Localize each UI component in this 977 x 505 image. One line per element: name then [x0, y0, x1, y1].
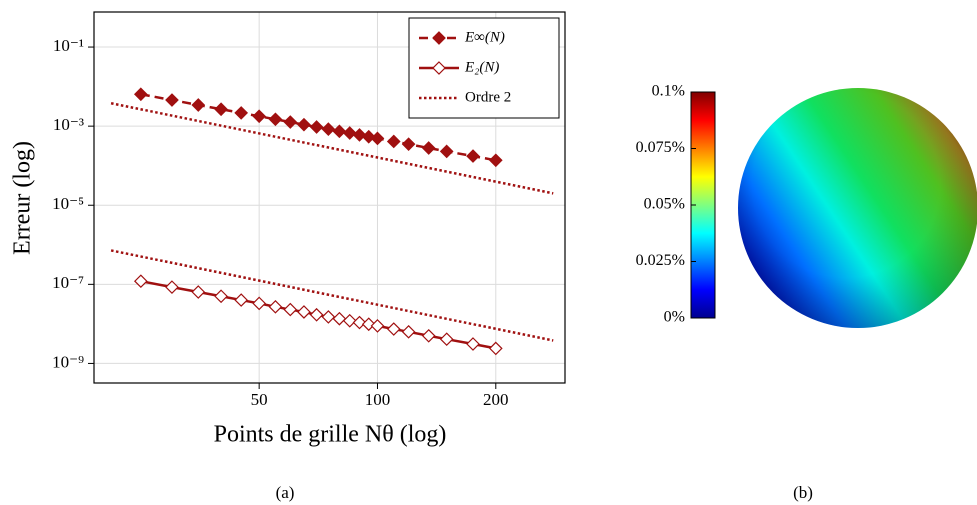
marker [332, 311, 347, 326]
marker [297, 305, 311, 319]
marker [309, 307, 324, 322]
marker [352, 128, 367, 142]
legend-label: E∞(N) [464, 29, 505, 45]
x-tick-label: 100 [365, 390, 391, 409]
marker [321, 310, 336, 324]
marker [370, 131, 385, 146]
series-line [110, 101, 554, 342]
y-tick-label: 10⁻¹ [53, 36, 84, 55]
colorbar-tick-label: 0.1% [652, 83, 685, 100]
marker [386, 134, 401, 149]
marker [466, 337, 480, 351]
panel-b: 0% 0.025% 0.05% 0.075% 0.1% [636, 83, 977, 328]
marker [165, 93, 179, 107]
sphere-shade [738, 88, 977, 328]
plot-frame [93, 11, 566, 384]
marker [401, 137, 416, 152]
panel-a: Points de grille Nθ (log) Erreur (log) 5… [10, 11, 566, 448]
marker [297, 117, 311, 132]
marker [234, 106, 249, 120]
marker [370, 319, 385, 333]
colorbar-tick-label: 0.075% [636, 139, 685, 156]
y-tick-label: 10⁻⁹ [52, 352, 84, 371]
y-axis-label: Erreur (log) [10, 141, 36, 255]
marker [191, 98, 206, 112]
marker [165, 280, 179, 294]
marker [386, 322, 401, 336]
marker [421, 328, 436, 343]
marker [342, 126, 357, 140]
marker [421, 141, 436, 155]
marker [234, 293, 249, 307]
x-tick-label: 50 [251, 390, 268, 409]
y-tick-label: 10⁻³ [53, 115, 84, 134]
marker [466, 149, 480, 163]
marker [133, 274, 148, 289]
marker [214, 289, 228, 304]
marker [252, 109, 267, 124]
legend-marker [432, 61, 446, 75]
legend-marker [432, 31, 446, 45]
legend-label: E₂(N) [464, 59, 499, 75]
marker [283, 302, 298, 317]
x-axis-label: Points de grille Nθ (log) [214, 422, 447, 448]
marker [361, 129, 376, 144]
marker [252, 296, 267, 311]
marker [401, 324, 416, 339]
marker [268, 299, 283, 314]
x-tick-label: 200 [483, 390, 509, 409]
marker [309, 120, 324, 134]
marker [361, 317, 376, 332]
marker [352, 315, 367, 330]
caption: (a) [276, 483, 295, 502]
marker [133, 87, 148, 102]
marker [332, 124, 347, 139]
marker [191, 285, 206, 299]
legend-label: Ordre 2 [465, 89, 511, 105]
marker [214, 102, 228, 117]
marker [488, 153, 503, 168]
marker [321, 122, 336, 136]
colorbar-tick-label: 0.05% [644, 196, 685, 213]
colorbar-tick-label: 0.025% [636, 252, 685, 269]
colorbar-tick-label: 0% [664, 309, 685, 326]
caption: (b) [793, 483, 813, 502]
y-tick-label: 10⁻⁵ [52, 194, 84, 213]
marker [439, 332, 454, 347]
y-tick-label: 10⁻⁷ [52, 273, 84, 292]
marker [283, 115, 298, 129]
marker [439, 144, 454, 159]
marker [342, 313, 357, 328]
marker [268, 112, 283, 127]
marker [488, 341, 503, 356]
